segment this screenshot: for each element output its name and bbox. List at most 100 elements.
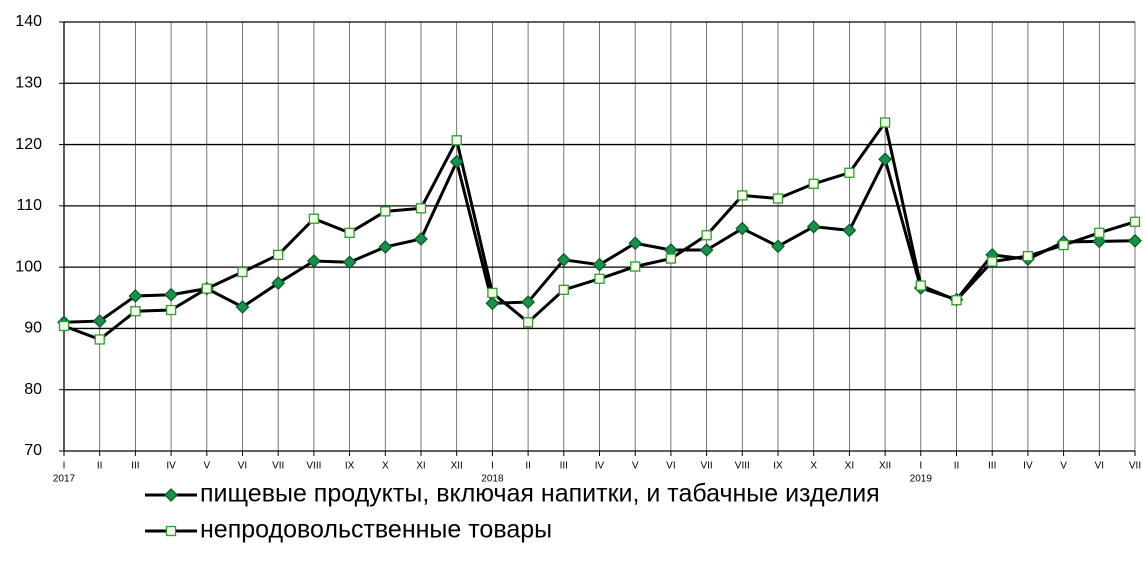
year-label: 2017 bbox=[53, 474, 76, 485]
marker bbox=[699, 243, 714, 257]
marker bbox=[558, 284, 569, 295]
marker bbox=[630, 261, 641, 272]
marker bbox=[556, 252, 571, 267]
marker bbox=[1058, 239, 1069, 251]
marker bbox=[378, 239, 393, 254]
marker bbox=[842, 223, 857, 238]
marker bbox=[521, 295, 536, 309]
x-tick-label: X bbox=[382, 461, 389, 472]
x-tick-label: XI bbox=[416, 461, 425, 472]
marker bbox=[665, 253, 677, 264]
x-tick-label: VI bbox=[1095, 461, 1104, 472]
x-tick-label: VIII bbox=[735, 461, 750, 472]
x-tick-label: VI bbox=[666, 461, 675, 472]
x-tick-label: IX bbox=[345, 461, 355, 472]
x-tick-label: II bbox=[954, 461, 960, 472]
marker bbox=[1022, 250, 1034, 262]
marker bbox=[201, 283, 212, 294]
marker bbox=[164, 287, 179, 302]
x-tick-label: V bbox=[1060, 461, 1067, 472]
x-tick-label: X bbox=[810, 461, 817, 472]
marker bbox=[951, 295, 962, 306]
x-tick-label: IV bbox=[1023, 461, 1033, 472]
legend-label: пищевые продукты, включая напитки, и таб… bbox=[200, 480, 880, 508]
x-tick-label: I bbox=[919, 461, 922, 472]
y-tick-label: 120 bbox=[15, 136, 42, 153]
x-tick-label: VIII bbox=[306, 461, 321, 472]
x-tick-label: I bbox=[491, 461, 494, 472]
x-tick-label: XII bbox=[451, 461, 463, 472]
marker bbox=[879, 117, 891, 128]
marker bbox=[344, 227, 355, 238]
marker bbox=[878, 152, 893, 167]
marker bbox=[130, 306, 141, 317]
marker bbox=[987, 256, 998, 267]
x-tick-label: V bbox=[203, 461, 210, 472]
marker bbox=[806, 219, 821, 234]
marker bbox=[1128, 233, 1142, 248]
marker bbox=[271, 276, 286, 290]
marker bbox=[58, 320, 70, 332]
y-tick-label: 80 bbox=[24, 381, 42, 398]
x-tick-label: VII bbox=[272, 461, 284, 472]
x-tick-label: III bbox=[988, 461, 996, 472]
marker bbox=[1094, 227, 1105, 238]
y-tick-label: 130 bbox=[15, 75, 42, 92]
marker bbox=[844, 167, 855, 178]
legend-label: непродовольственные товары bbox=[200, 516, 552, 544]
marker bbox=[235, 300, 250, 314]
marker bbox=[771, 239, 785, 254]
marker bbox=[592, 257, 607, 272]
marker bbox=[701, 230, 712, 241]
marker bbox=[415, 203, 427, 214]
marker bbox=[808, 178, 819, 189]
marker bbox=[487, 287, 498, 299]
marker bbox=[342, 255, 357, 270]
marker bbox=[735, 221, 750, 236]
marker bbox=[522, 317, 534, 328]
y-tick-label: 70 bbox=[24, 442, 42, 459]
x-tick-label: VI bbox=[238, 461, 247, 472]
marker bbox=[94, 334, 105, 345]
marker bbox=[128, 289, 143, 303]
x-tick-label: VII bbox=[700, 461, 712, 472]
marker bbox=[485, 296, 500, 311]
marker bbox=[380, 206, 391, 217]
marker bbox=[165, 304, 177, 316]
x-tick-label: XII bbox=[879, 461, 891, 472]
marker bbox=[628, 236, 643, 251]
marker bbox=[306, 254, 321, 268]
year-label: 2018 bbox=[481, 474, 504, 485]
x-tick-label: IV bbox=[595, 461, 605, 472]
y-tick-label: 110 bbox=[16, 197, 42, 214]
marker bbox=[449, 154, 464, 169]
x-tick-label: XI bbox=[845, 461, 854, 472]
marker bbox=[772, 193, 784, 204]
y-tick-label: 90 bbox=[24, 320, 42, 337]
marker bbox=[237, 266, 248, 278]
marker bbox=[308, 213, 320, 224]
marker bbox=[1092, 234, 1107, 249]
marker bbox=[92, 314, 107, 328]
x-tick-label: IX bbox=[773, 461, 783, 472]
marker bbox=[414, 232, 428, 246]
x-tick-label: IV bbox=[166, 461, 176, 472]
y-tick-label: 100 bbox=[15, 258, 42, 275]
marker bbox=[451, 135, 462, 146]
marker bbox=[1129, 216, 1141, 227]
marker bbox=[915, 280, 926, 291]
marker bbox=[165, 525, 177, 537]
x-tick-label: VII bbox=[1129, 461, 1141, 472]
year-label: 2019 bbox=[910, 474, 933, 485]
marker bbox=[737, 190, 748, 201]
x-tick-label: II bbox=[525, 461, 531, 472]
x-tick-label: II bbox=[97, 461, 103, 472]
y-tick-label: 140 bbox=[15, 13, 42, 30]
x-tick-label: I bbox=[63, 461, 66, 472]
marker bbox=[273, 249, 284, 261]
x-tick-label: III bbox=[131, 461, 139, 472]
x-tick-label: V bbox=[632, 461, 639, 472]
x-tick-label: III bbox=[560, 461, 568, 472]
marker bbox=[594, 273, 605, 284]
